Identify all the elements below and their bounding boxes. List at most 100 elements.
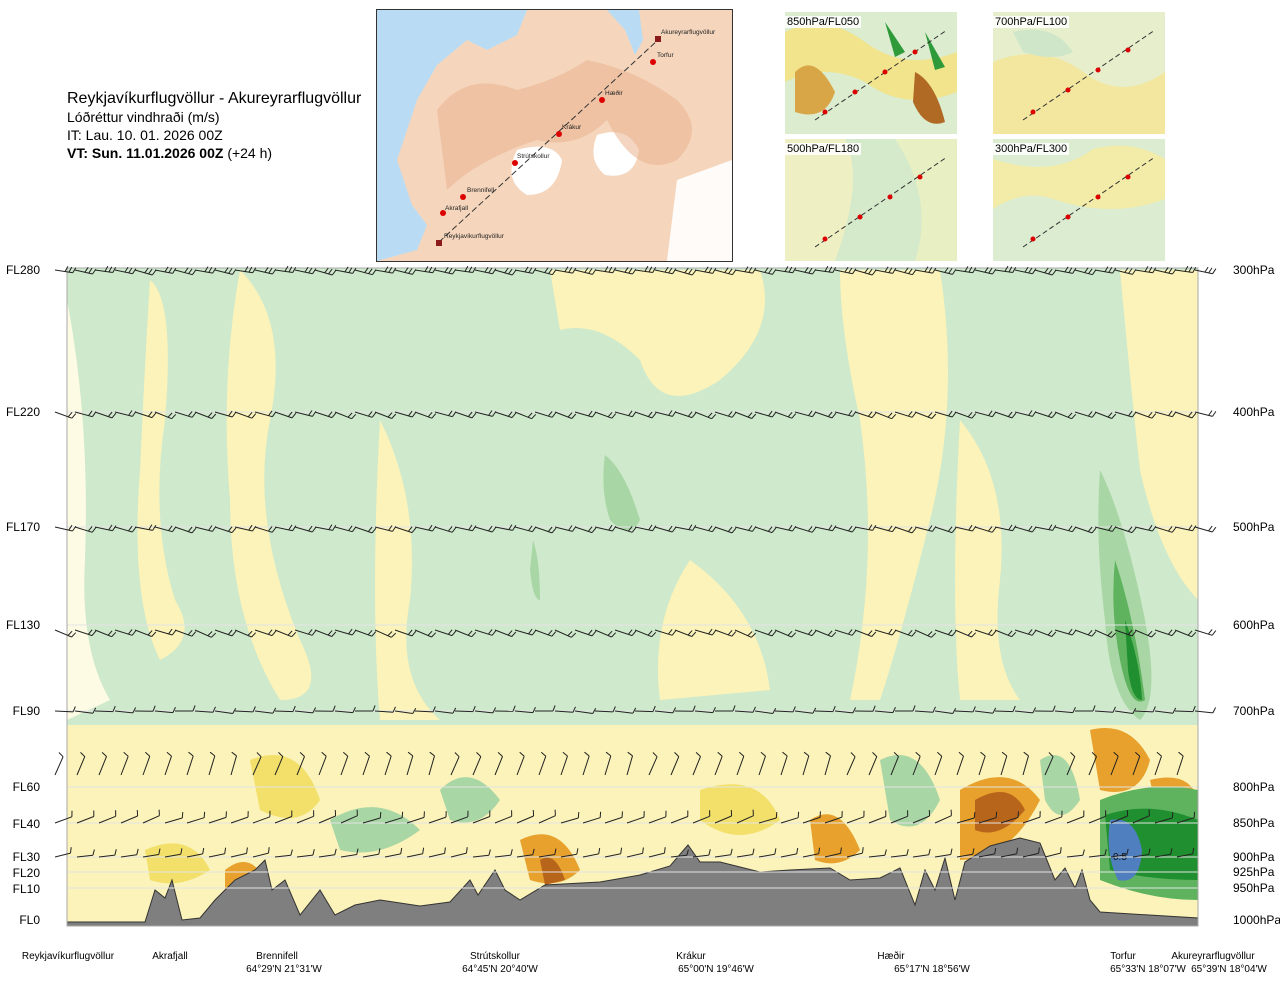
wind-barb-staff [74,710,93,714]
wind-barb-staff [794,710,813,714]
wind-barb-feather [112,525,117,531]
wind-barb-staff [472,816,490,824]
wind-barb-staff [834,269,853,275]
wind-barb-feather [151,412,157,418]
wind-barb-feather [1051,631,1057,637]
wind-barb-staff [384,817,403,824]
wind-barb-feather [1084,267,1089,273]
wind-barb-feather [188,751,194,757]
wind-barb-staff [1176,853,1193,858]
wind-barb-feather [386,751,392,757]
wind-barb-feather [148,411,153,417]
wind-barb-staff [534,411,553,418]
wind-barb-feather [488,525,493,532]
wind-barb-staff [1154,817,1173,824]
wind-barb-feather [644,265,649,272]
wind-barb-feather [151,631,157,637]
wind-barb-feather [271,527,277,533]
wind-barb-feather [1168,267,1173,274]
wind-barb-feather [1031,630,1037,636]
wind-barb-staff [934,526,953,534]
wind-barb-feather [111,412,117,419]
wind-barb-staff [1194,710,1213,714]
wind-barb-feather [1124,267,1129,273]
wind-barb-staff [406,853,423,858]
wind-barb-feather [1052,525,1057,531]
wind-barb-feather [712,706,716,713]
wind-barb-staff [1014,710,1033,714]
wind-barb-feather [564,266,569,273]
wind-barb-staff [214,411,233,418]
wind-barb-staff [954,710,974,713]
wind-barb-feather [692,525,697,531]
wind-barb-feather [288,524,293,531]
wind-barb-feather [1028,629,1033,635]
wind-barb-staff [714,411,733,418]
wind-barb-feather [928,848,931,855]
wind-barb-feather [1087,629,1093,636]
wind-barb-feather [387,631,393,637]
wind-barb-feather [1168,629,1173,635]
wind-barb-feather [872,752,878,757]
wind-barb-feather [871,412,877,418]
wind-barb-feather [1172,707,1177,714]
wind-barb-feather [468,524,473,531]
wind-barb-feather [872,525,877,531]
wind-barb-staff [604,853,621,858]
wind-barb-feather [1107,631,1113,637]
wind-barb-feather [304,266,309,273]
wind-barb-feather [72,706,76,713]
wind-barb-staff [394,526,413,534]
wind-barb-feather [528,525,533,531]
wind-barb-feather [674,752,680,757]
wind-barb-feather [464,265,469,272]
wind-barb-feather [1088,268,1093,274]
wind-barb-feather [1156,751,1162,757]
wind-barb-staff [1066,756,1076,776]
wind-barb-staff [954,526,973,532]
wind-barb-feather [231,527,237,533]
wind-barb-staff [214,629,233,637]
chart-frame [66,267,1199,927]
wind-barb-feather [1112,706,1116,713]
wind-barb-feather [868,524,873,530]
wind-barb-feather [68,266,73,273]
wind-barb-staff [734,710,754,713]
wind-barb-staff [674,629,692,637]
wind-barb-feather [782,751,788,757]
wind-barb-feather [448,526,453,532]
wind-barb-feather [467,630,473,636]
wind-barb-staff [274,411,293,419]
wind-barb-feather [67,411,73,418]
panel-850hpa: 850hPa/FL050 [785,12,957,134]
wind-barb-feather [684,267,689,274]
wind-barb-feather [1192,847,1195,854]
location-name-haedir: Hæðir [877,951,905,962]
wind-barb-feather [668,267,673,274]
wind-barb-feather [971,632,977,638]
wind-barb-feather [868,411,873,417]
wind-barb-feather [108,524,113,531]
wind-barb-feather [1008,266,1013,273]
wind-barb-feather [1147,411,1153,418]
wind-barb-staff [674,411,693,419]
location-name-torfur: Torfur [1110,951,1136,962]
wind-barb-feather [510,849,513,856]
wind-barb-feather [497,752,503,757]
wind-barb-staff [164,853,181,858]
wind-barb-feather [528,267,533,273]
wind-barb-staff [1000,853,1017,858]
wind-barb-feather [64,266,69,272]
wind-barb-feather [284,265,289,272]
wind-barb-staff [134,629,152,637]
wind-barb-staff [74,629,93,637]
wind-barb-feather [951,411,957,418]
wind-barb-feather [864,267,869,274]
wind-barb-feather [691,269,697,276]
wind-barb-feather [991,527,997,533]
wind-barb-feather [1147,630,1153,636]
wind-barb-feather [1208,629,1213,635]
wind-barb-feather [947,629,953,635]
wind-barb-feather [577,812,580,819]
wind-barb-staff [758,755,766,776]
